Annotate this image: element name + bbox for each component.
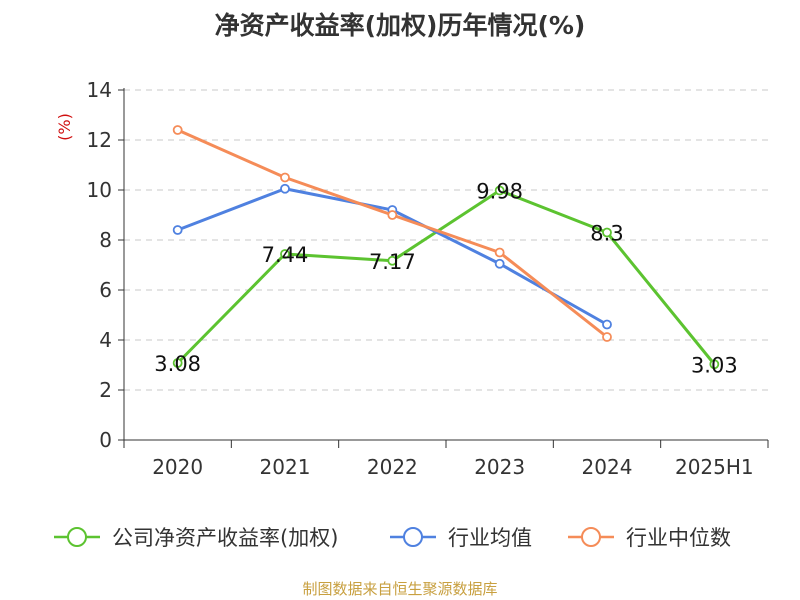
data-label: 7.17 — [369, 250, 416, 274]
data-label: 8.3 — [590, 222, 623, 246]
y-axis-label: (%) — [55, 113, 74, 141]
legend-marker-icon — [581, 527, 601, 547]
source-footer: 制图数据来自恒生聚源数据库 — [302, 580, 498, 598]
data-point — [602, 227, 612, 238]
data-point — [280, 249, 290, 259]
legend-label: 行业中位数 — [626, 526, 731, 550]
grid-lines — [124, 89, 768, 391]
x-tick-label: 2020 — [152, 455, 203, 479]
legend-label: 公司净资产收益率(加权) — [112, 526, 338, 550]
x-tick-label: 2024 — [582, 455, 633, 479]
y-tick-label: 0 — [99, 428, 112, 452]
legend: 公司净资产收益率(加权) 行业均值 行业中位数 — [54, 526, 731, 550]
data-point — [172, 125, 183, 135]
data-point — [280, 172, 290, 183]
y-tick-label: 14 — [87, 78, 112, 102]
series-line-2 — [177, 128, 608, 339]
data-point — [172, 358, 183, 368]
y-tick-label: 2 — [99, 378, 112, 402]
y-tick-label: 6 — [99, 278, 112, 302]
data-label: 3.03 — [691, 353, 738, 377]
data-point — [387, 210, 398, 220]
x-tick-label: 2021 — [260, 455, 311, 479]
series-lines — [172, 125, 720, 370]
data-point — [494, 247, 505, 258]
data-point — [172, 225, 183, 235]
data-point — [387, 255, 398, 266]
axes — [118, 88, 769, 448]
x-tick-label: 2023 — [474, 455, 525, 479]
y-tick-label: 4 — [99, 328, 112, 352]
y-tick-label: 8 — [99, 228, 112, 252]
legend-label: 行业均值 — [448, 526, 532, 550]
x-tick-label: 2025H1 — [675, 455, 754, 479]
data-point — [709, 359, 720, 370]
y-tick-labels: 0 2 4 6 8 10 12 14 — [87, 78, 112, 452]
chart-title: 净资产收益率(加权)历年情况(%) — [214, 11, 586, 40]
y-tick-label: 10 — [87, 178, 112, 202]
series-line-0 — [176, 189, 716, 366]
data-point — [280, 183, 290, 194]
legend-marker-icon — [67, 527, 87, 547]
x-tick-label: 2022 — [367, 455, 418, 479]
data-label: 3.08 — [154, 352, 201, 376]
y-tick-label: 12 — [87, 128, 112, 152]
data-point — [494, 258, 505, 269]
x-tick-labels: 2020 2021 2022 2023 2024 2025H1 — [152, 455, 753, 479]
data-point — [602, 319, 612, 330]
data-point — [494, 185, 505, 196]
data-label: 7.44 — [262, 243, 309, 267]
data-label: 9.98 — [476, 180, 523, 204]
data-labels: 3.08 7.44 7.17 9.98 8.3 3.03 — [154, 180, 737, 378]
data-point — [602, 332, 612, 342]
legend-marker-icon — [403, 527, 423, 547]
